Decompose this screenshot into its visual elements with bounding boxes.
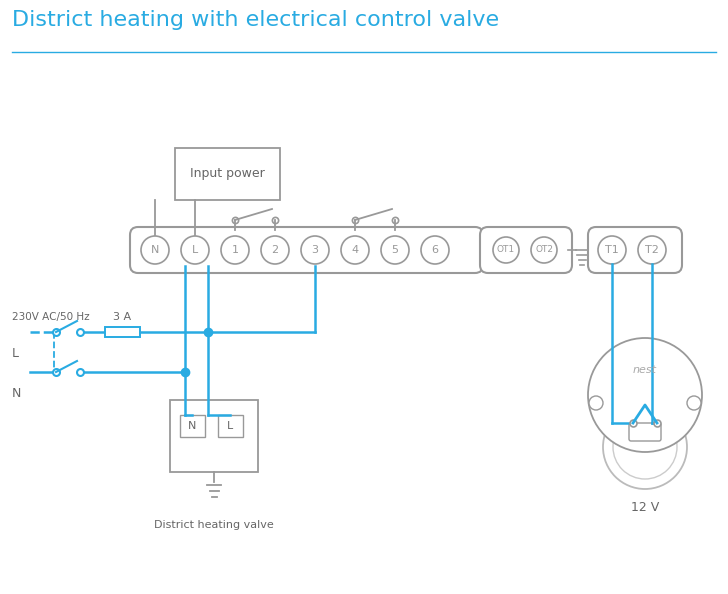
Text: N: N: [151, 245, 159, 255]
Text: 2: 2: [272, 245, 279, 255]
Circle shape: [638, 236, 666, 264]
Circle shape: [603, 405, 687, 489]
Text: District heating valve: District heating valve: [154, 520, 274, 530]
Text: District heating with electrical control valve: District heating with electrical control…: [12, 10, 499, 30]
Text: L: L: [12, 347, 19, 360]
Circle shape: [261, 236, 289, 264]
Text: L: L: [192, 245, 198, 255]
FancyBboxPatch shape: [175, 148, 280, 200]
Text: OT2: OT2: [535, 245, 553, 254]
Text: nest: nest: [634, 430, 655, 440]
Text: T1: T1: [605, 245, 619, 255]
Text: Input power: Input power: [190, 168, 265, 181]
Text: 5: 5: [392, 245, 398, 255]
Circle shape: [381, 236, 409, 264]
Circle shape: [341, 236, 369, 264]
FancyBboxPatch shape: [480, 227, 572, 273]
FancyBboxPatch shape: [130, 227, 483, 273]
Text: 3 A: 3 A: [114, 312, 132, 322]
Text: 1: 1: [232, 245, 239, 255]
FancyBboxPatch shape: [170, 400, 258, 472]
Circle shape: [141, 236, 169, 264]
Text: 12 V: 12 V: [631, 501, 659, 514]
FancyBboxPatch shape: [629, 423, 661, 441]
Circle shape: [531, 237, 557, 263]
FancyBboxPatch shape: [588, 227, 682, 273]
Circle shape: [221, 236, 249, 264]
Bar: [218, 415, 243, 437]
Circle shape: [493, 237, 519, 263]
Text: 4: 4: [352, 245, 359, 255]
Circle shape: [421, 236, 449, 264]
Text: 230V AC/50 Hz: 230V AC/50 Hz: [12, 312, 90, 322]
Circle shape: [687, 396, 701, 410]
Text: OT1: OT1: [497, 245, 515, 254]
Circle shape: [589, 396, 603, 410]
Text: N: N: [188, 421, 196, 431]
Circle shape: [588, 338, 702, 452]
Text: 6: 6: [432, 245, 438, 255]
Text: 3: 3: [312, 245, 319, 255]
Circle shape: [301, 236, 329, 264]
Text: T2: T2: [645, 245, 659, 255]
Text: nest: nest: [633, 365, 657, 375]
Circle shape: [598, 236, 626, 264]
Bar: [180, 415, 205, 437]
Text: N: N: [12, 387, 21, 400]
Circle shape: [613, 415, 677, 479]
Bar: [105, 327, 140, 337]
Circle shape: [181, 236, 209, 264]
Text: L: L: [227, 421, 233, 431]
